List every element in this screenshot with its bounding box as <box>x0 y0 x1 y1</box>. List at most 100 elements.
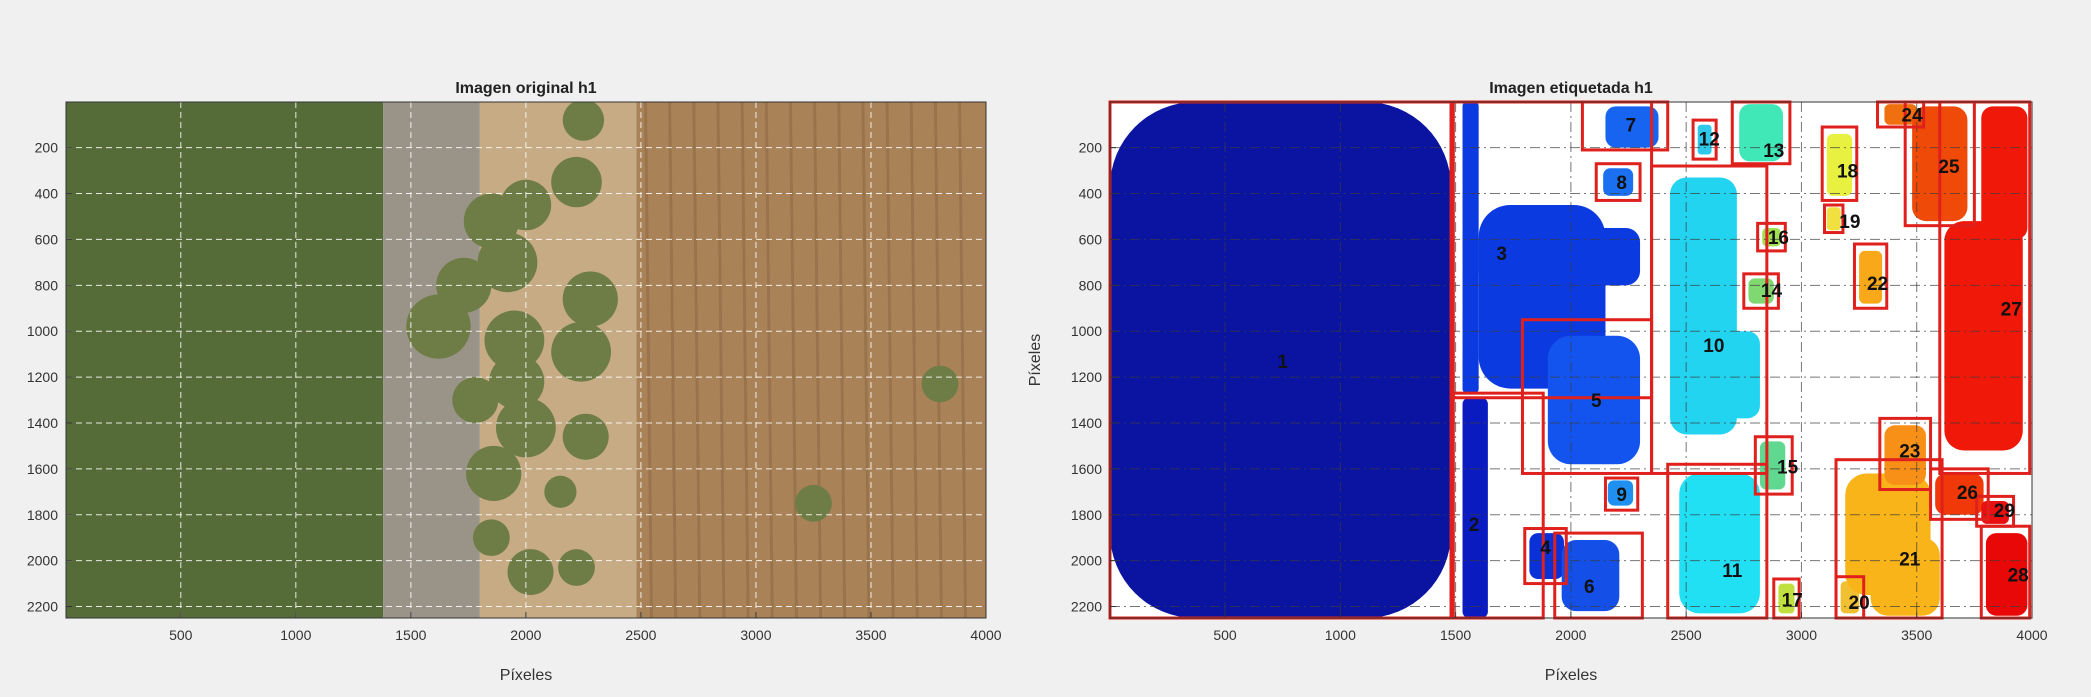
tree-crown <box>795 484 832 522</box>
axes-labeled-image: Imagen etiquetada h1 1234567891011121314… <box>1027 80 2048 684</box>
region-blob-3 <box>1462 102 1479 394</box>
tree-crown <box>551 156 602 208</box>
x-tick-label: 1500 <box>1440 627 1471 643</box>
region-label-27: 27 <box>2001 299 2022 320</box>
x-tick-label: 2500 <box>625 627 656 643</box>
x-tick-label: 2000 <box>1555 627 1586 643</box>
grid-original <box>66 102 986 618</box>
y-tick-label: 1800 <box>1071 507 1102 523</box>
region-blob-28 <box>1985 533 2028 616</box>
y-tick-label: 600 <box>35 231 59 247</box>
region-label-23: 23 <box>1899 442 1920 463</box>
region-label-6: 6 <box>1584 577 1595 598</box>
orchard-row <box>933 102 943 618</box>
x-tick-label: 3000 <box>740 627 771 643</box>
x-tick-label: 4000 <box>970 627 1001 643</box>
region-label-25: 25 <box>1938 157 1960 178</box>
orchard-row <box>958 102 968 618</box>
region-blob-12 <box>1697 124 1712 155</box>
region-blob-3 <box>1478 227 1641 286</box>
region-label-18: 18 <box>1837 162 1858 183</box>
orchard-row <box>692 102 702 618</box>
region-blob-7 <box>1605 106 1659 148</box>
y-tick-label: 1400 <box>27 415 58 431</box>
region-label-29: 29 <box>1994 501 2015 522</box>
x-axis-label-labeled: Píxeles <box>1545 667 1597 684</box>
region-blob-24 <box>1884 104 1917 125</box>
region-blob-18 <box>1826 133 1853 196</box>
region-blob-19 <box>1826 207 1841 231</box>
region-blob-17 <box>1778 583 1795 614</box>
original-image <box>66 102 986 618</box>
x-tick-label: 2000 <box>510 627 541 643</box>
bounding-box-26 <box>1929 467 1990 521</box>
axes-original-image: Imagen original h1 500 1000 1500 2000 2500 30… <box>27 80 1002 684</box>
region-blob-11 <box>1679 473 1760 614</box>
orchard-row <box>837 102 847 618</box>
grid-labeled <box>1110 102 2032 618</box>
region-label-19: 19 <box>1839 212 1860 233</box>
region-label-28: 28 <box>2008 565 2029 586</box>
tree-crown <box>489 354 545 410</box>
region-label-12: 12 <box>1699 129 1720 150</box>
tree-crown <box>472 519 510 557</box>
x-axis-label-original: Píxeles <box>500 667 552 684</box>
y-tick-label: 800 <box>1079 277 1103 293</box>
region-label-2: 2 <box>1469 515 1480 536</box>
orchard-row <box>885 102 895 618</box>
region-label-26: 26 <box>1957 483 1978 504</box>
tree-crown <box>507 549 554 596</box>
orchard-row <box>644 102 654 618</box>
region-label-16: 16 <box>1768 228 1789 249</box>
tree-crown <box>484 310 545 371</box>
tree-crown <box>921 365 959 403</box>
region-label-7: 7 <box>1626 116 1637 137</box>
region-blob-27 <box>1944 221 2023 451</box>
region-label-20: 20 <box>1849 593 1870 614</box>
x-tick-label: 1000 <box>1325 627 1356 643</box>
region-label-15: 15 <box>1777 458 1799 479</box>
orchard-row <box>909 102 919 618</box>
tree-crown <box>477 232 538 293</box>
region-label-8: 8 <box>1616 173 1627 194</box>
tree-crown <box>558 549 595 586</box>
y-tick-label: 2200 <box>27 599 58 615</box>
y-tick-label: 400 <box>1079 186 1103 202</box>
orchard-row <box>861 102 871 618</box>
region-label-10: 10 <box>1703 336 1724 357</box>
y-tick-label: 1000 <box>1071 323 1102 339</box>
y-tick-label: 800 <box>35 277 59 293</box>
y-tick-label: 200 <box>1079 140 1103 156</box>
bounding-box-22 <box>1852 242 1889 310</box>
bounding-box-9 <box>1603 476 1640 512</box>
y-tick-label: 1200 <box>1071 369 1102 385</box>
bounding-box-16 <box>1756 221 1787 253</box>
region-label-22: 22 <box>1867 274 1888 295</box>
y-tick-label: 2000 <box>1071 553 1102 569</box>
region-blob-22 <box>1859 250 1883 304</box>
y-tick-label: 400 <box>35 186 59 202</box>
y-tick-label: 1600 <box>27 461 58 477</box>
orchard-row <box>740 102 750 618</box>
bounding-box-23 <box>1878 416 1933 492</box>
region-blob-26 <box>1935 473 1984 515</box>
orchard-row <box>668 102 678 618</box>
orchard-row <box>788 102 798 618</box>
y-tick-label: 600 <box>1079 231 1103 247</box>
bounding-box-8 <box>1594 162 1642 202</box>
region-blob-8 <box>1603 168 1634 196</box>
x-tick-label: 500 <box>1213 627 1237 643</box>
region-label-1: 1 <box>1277 352 1288 373</box>
region-label-13: 13 <box>1763 141 1784 162</box>
region-blob-1 <box>1110 102 1451 618</box>
x-tick-label: 4000 <box>2016 627 2047 643</box>
image-region-orchard <box>636 102 986 618</box>
region-labels: 1234567891011121314151617181920212223242… <box>1277 105 2028 614</box>
bounding-box-29 <box>1975 494 2016 528</box>
tree-crown <box>562 102 605 141</box>
y-tick-label: 2200 <box>1071 599 1102 615</box>
region-label-5: 5 <box>1591 391 1602 412</box>
y-tick-label: 1600 <box>1071 461 1102 477</box>
y-tick-label: 2000 <box>27 553 58 569</box>
